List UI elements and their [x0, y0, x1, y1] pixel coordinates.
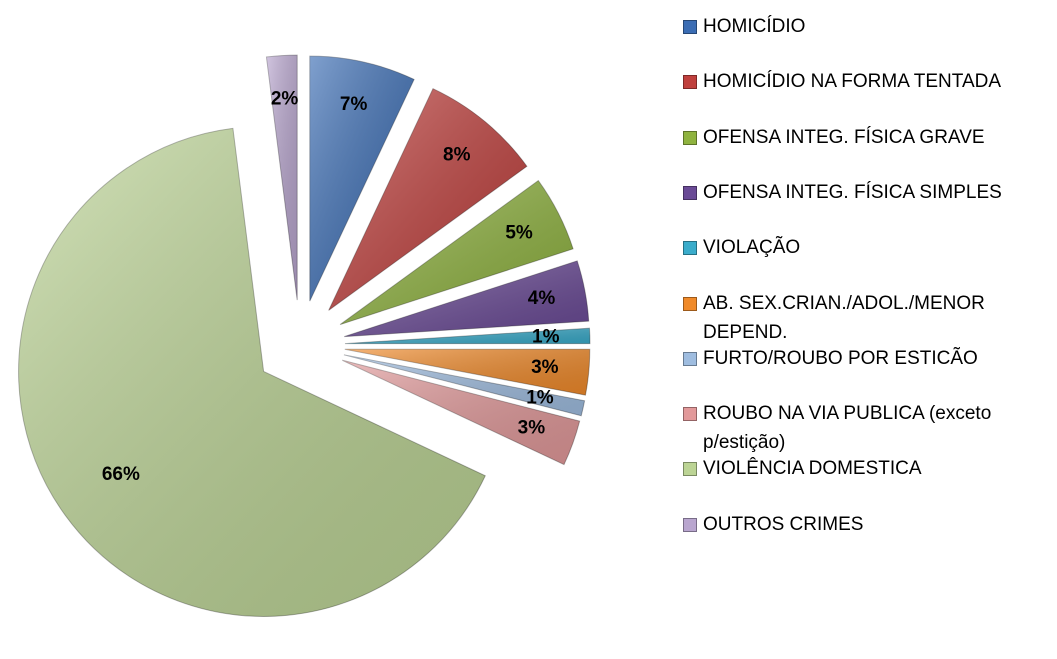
legend-label: OUTROS CRIMES	[703, 513, 864, 535]
legend-swatch	[683, 75, 697, 90]
legend-label: VIOLÊNCIA DOMESTICA	[703, 458, 922, 480]
legend-item: ROUBO NA VIA PUBLICA (exceto p/estição)	[683, 399, 1053, 457]
slice-shade	[309, 56, 415, 302]
legend-label: OFENSA INTEG. FÍSICA GRAVE	[703, 126, 985, 148]
slice-shade	[344, 328, 590, 344]
slice-shade	[18, 128, 486, 617]
legend-label: OFENSA INTEG. FÍSICA SIMPLES	[703, 181, 1002, 203]
legend-item: VIOLAÇÃO	[683, 233, 1053, 262]
legend-swatch	[683, 517, 697, 532]
value-label: 3%	[518, 417, 546, 438]
legend-swatch	[683, 241, 697, 256]
legend-label: AB. SEX.CRIAN./ADOL./MENOR DEPEND.	[703, 292, 985, 343]
legend-swatch	[683, 130, 697, 145]
legend-swatch	[683, 296, 697, 311]
value-label: 66%	[102, 464, 140, 485]
value-label: 3%	[531, 357, 559, 378]
slice-shade	[266, 55, 298, 301]
legend-item: HOMICÍDIO NA FORMA TENTADA	[683, 67, 1053, 96]
slice-shade	[342, 360, 580, 465]
slice-shade	[344, 349, 590, 396]
value-label: 7%	[340, 94, 368, 115]
legend-item: OUTROS CRIMES	[683, 510, 1053, 539]
slice-shade	[328, 88, 527, 311]
slice-shade	[340, 180, 574, 325]
slice-shade	[344, 260, 589, 337]
slice-shade	[343, 354, 585, 416]
legend-item: FURTO/ROUBO POR ESTICÃO	[683, 344, 1053, 373]
legend-label: FURTO/ROUBO POR ESTICÃO	[703, 347, 978, 369]
value-label: 8%	[443, 145, 471, 166]
value-label: 2%	[271, 89, 299, 110]
legend-label: VIOLAÇÃO	[703, 237, 801, 259]
legend-label: HOMICÍDIO NA FORMA TENTADA	[703, 71, 1002, 93]
legend-label: ROUBO NA VIA PUBLICA (exceto p/estição)	[703, 403, 992, 454]
legend-swatch	[683, 20, 697, 34]
value-label: 4%	[528, 288, 556, 309]
legend-item: OFENSA INTEG. FÍSICA SIMPLES	[683, 178, 1053, 207]
legend-swatch	[683, 185, 697, 200]
legend-swatch	[683, 462, 697, 477]
legend-item: AB. SEX.CRIAN./ADOL./MENOR DEPEND.	[683, 289, 1053, 347]
legend-item: HOMICÍDIO	[683, 12, 1053, 41]
value-label: 5%	[505, 222, 533, 243]
legend-label: HOMICÍDIO	[703, 16, 806, 37]
legend-item: OFENSA INTEG. FÍSICA GRAVE	[683, 123, 1053, 152]
pie-area: 7% 8% 5% 4% 1% 3% 1% 3% 66% 2%	[18, 54, 591, 617]
value-label: 1%	[532, 326, 560, 347]
legend-item: VIOLÊNCIA DOMESTICA	[683, 454, 1053, 483]
legend-swatch	[683, 407, 697, 422]
value-label: 1%	[526, 388, 554, 409]
legend-swatch	[683, 351, 697, 366]
